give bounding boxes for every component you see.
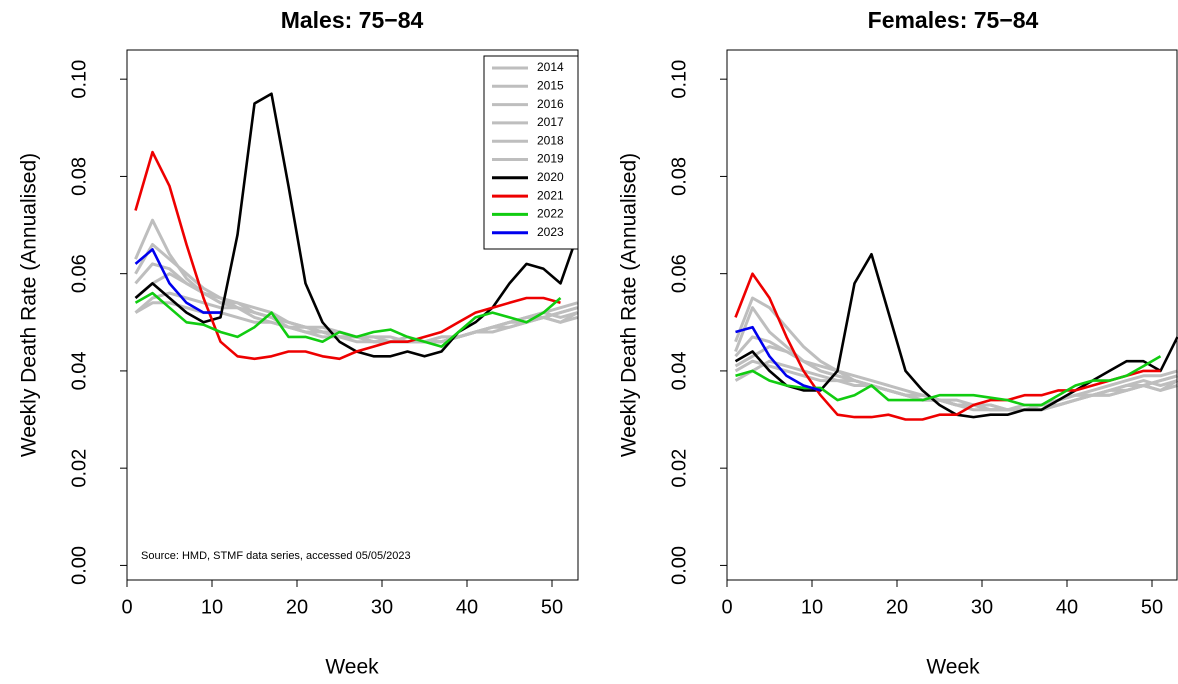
legend-label: 2015 xyxy=(537,78,564,92)
y-tick-label: 0.04 xyxy=(668,351,690,390)
legend-label: 2023 xyxy=(537,225,564,239)
legend-label: 2014 xyxy=(537,60,564,74)
series-line xyxy=(134,243,578,344)
x-tick-label: 0 xyxy=(121,596,132,618)
legend-box xyxy=(483,55,579,250)
legend-label: 2018 xyxy=(537,133,564,147)
x-tick-label: 20 xyxy=(286,596,308,618)
x-tick-label: 10 xyxy=(201,596,223,618)
x-tick-label: 50 xyxy=(1141,596,1163,618)
plot-frame xyxy=(126,49,579,581)
series-line xyxy=(134,150,561,361)
legend-label: 2019 xyxy=(537,152,564,166)
x-tick-label: 50 xyxy=(541,596,563,618)
plot-area xyxy=(734,252,1178,421)
x-tick-label: 40 xyxy=(1056,596,1078,618)
legend-label: 2017 xyxy=(537,115,564,129)
legend-label: 2021 xyxy=(537,188,564,202)
legend-label: 2016 xyxy=(537,97,564,111)
plot-area xyxy=(134,92,578,361)
y-tick-label: 0.02 xyxy=(68,449,90,488)
legend-label: 2022 xyxy=(537,207,564,221)
x-tick-label: 20 xyxy=(886,596,908,618)
y-tick-label: 0.06 xyxy=(668,254,690,293)
y-tick-label: 0.06 xyxy=(68,254,90,293)
series-line xyxy=(734,252,1178,419)
series-line xyxy=(134,272,578,344)
chart-title: Females: 75−84 xyxy=(868,7,1039,33)
series-line xyxy=(134,291,562,348)
series-line xyxy=(735,325,821,392)
source-note: Source: HMD, STMF data series, accessed … xyxy=(141,550,411,562)
series-line xyxy=(735,355,1162,407)
x-tick-label: 10 xyxy=(801,596,823,618)
y-tick-label: 0.02 xyxy=(668,449,690,488)
x-tick-label: 30 xyxy=(971,596,993,618)
y-axis-label: Weekly Death Rate (Annualised) xyxy=(618,153,641,457)
y-axis-label: Weekly Death Rate (Annualised) xyxy=(18,153,41,457)
series-line xyxy=(734,345,1178,412)
y-tick-label: 0.10 xyxy=(668,60,690,99)
chart-title: Males: 75−84 xyxy=(281,7,424,33)
series-line xyxy=(134,248,221,314)
x-axis-label: Week xyxy=(325,656,379,679)
y-tick-label: 0.00 xyxy=(68,546,90,585)
series-line xyxy=(734,272,1161,421)
y-tick-label: 0.08 xyxy=(668,157,690,196)
x-axis-label: Week xyxy=(926,656,980,679)
series-line xyxy=(734,296,1178,412)
x-tick-label: 0 xyxy=(721,596,732,618)
legend-label: 2020 xyxy=(537,170,564,184)
y-tick-label: 0.08 xyxy=(68,157,90,196)
x-tick-label: 30 xyxy=(371,596,393,618)
y-tick-label: 0.04 xyxy=(68,351,90,390)
y-tick-label: 0.10 xyxy=(68,60,90,99)
plot-frame xyxy=(726,49,1178,581)
y-tick-label: 0.00 xyxy=(668,546,690,585)
x-tick-label: 40 xyxy=(456,596,478,618)
